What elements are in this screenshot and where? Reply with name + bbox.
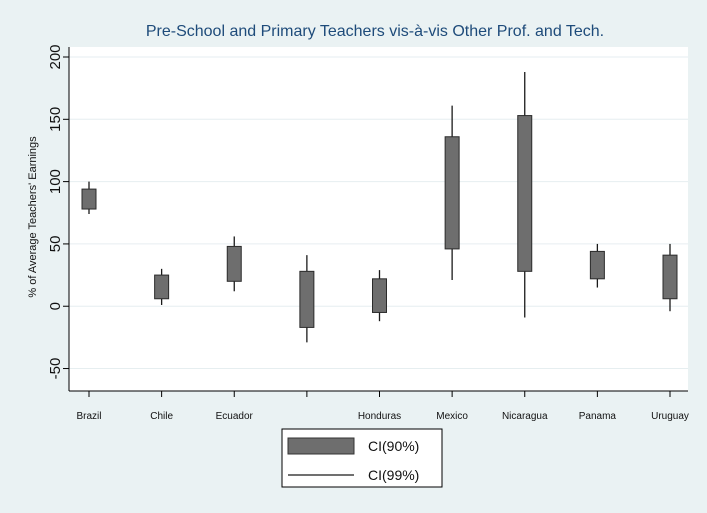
y-tick-label: 0 — [47, 302, 64, 310]
ci90-box — [663, 255, 677, 299]
legend-label-ci99: CI(99%) — [368, 467, 419, 483]
x-tick-label: Mexico — [436, 411, 468, 422]
y-tick-label: 100 — [47, 169, 64, 194]
y-axis-label: % of Average Teachers' Earnings — [27, 136, 39, 298]
legend-label-ci90: CI(90%) — [368, 438, 419, 454]
x-tick-label: Chile — [150, 411, 173, 422]
ci90-box — [155, 275, 169, 299]
ci90-box — [518, 116, 532, 272]
legend: CI(90%) CI(99%) — [282, 429, 442, 487]
legend-box-swatch — [288, 438, 354, 454]
x-tick-label: Uruguay — [651, 411, 689, 422]
x-tick-label: Panama — [579, 411, 617, 422]
chart-title: Pre-School and Primary Teachers vis-à-vi… — [146, 23, 604, 40]
x-tick-label: Brazil — [76, 411, 101, 422]
y-tick-label: 150 — [47, 107, 64, 132]
y-tick-label: 50 — [47, 236, 64, 253]
ci90-box — [300, 271, 314, 327]
x-tick-label: Honduras — [358, 411, 401, 422]
y-tick-label: -50 — [47, 358, 64, 380]
y-tick-label: 200 — [47, 44, 64, 69]
ci90-box — [373, 279, 387, 313]
ci90-box — [445, 137, 459, 249]
ci90-box — [82, 189, 96, 209]
ci90-box — [227, 246, 241, 281]
ci90-box — [590, 251, 604, 278]
x-tick-label: Nicaragua — [502, 411, 548, 422]
x-tick-label: Ecuador — [216, 411, 254, 422]
plot-area — [69, 47, 688, 391]
